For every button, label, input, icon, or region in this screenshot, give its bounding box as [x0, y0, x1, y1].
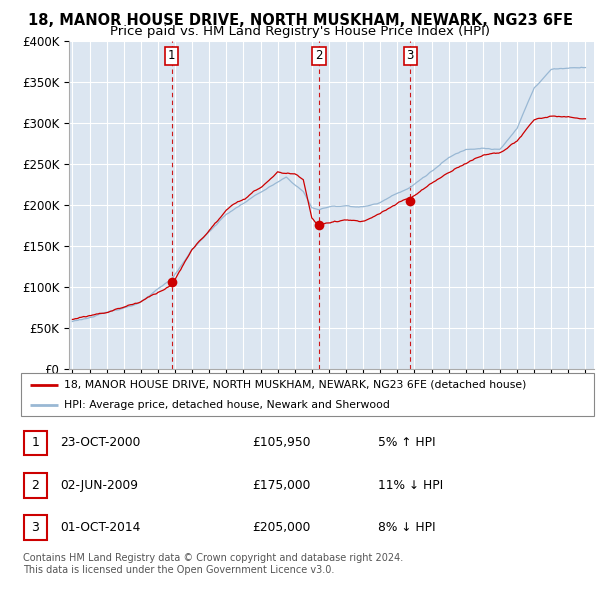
Text: Contains HM Land Registry data © Crown copyright and database right 2024.
This d: Contains HM Land Registry data © Crown c… [23, 553, 403, 575]
Text: 1: 1 [168, 50, 176, 63]
Text: 11% ↓ HPI: 11% ↓ HPI [378, 478, 443, 492]
Text: HPI: Average price, detached house, Newark and Sherwood: HPI: Average price, detached house, Newa… [64, 401, 390, 410]
Text: £175,000: £175,000 [252, 478, 310, 492]
Text: 5% ↑ HPI: 5% ↑ HPI [378, 437, 436, 450]
Text: 1: 1 [31, 437, 40, 450]
Text: 18, MANOR HOUSE DRIVE, NORTH MUSKHAM, NEWARK, NG23 6FE: 18, MANOR HOUSE DRIVE, NORTH MUSKHAM, NE… [28, 13, 572, 28]
Text: £205,000: £205,000 [252, 521, 310, 534]
Text: 23-OCT-2000: 23-OCT-2000 [60, 437, 140, 450]
Text: Price paid vs. HM Land Registry's House Price Index (HPI): Price paid vs. HM Land Registry's House … [110, 25, 490, 38]
Text: 02-JUN-2009: 02-JUN-2009 [60, 478, 138, 492]
FancyBboxPatch shape [24, 473, 47, 497]
Text: 3: 3 [406, 50, 414, 63]
Text: 8% ↓ HPI: 8% ↓ HPI [378, 521, 436, 534]
FancyBboxPatch shape [24, 431, 47, 455]
Text: 2: 2 [31, 478, 40, 492]
FancyBboxPatch shape [21, 373, 594, 416]
Text: 01-OCT-2014: 01-OCT-2014 [60, 521, 140, 534]
Text: 2: 2 [315, 50, 323, 63]
FancyBboxPatch shape [24, 515, 47, 540]
Text: £105,950: £105,950 [252, 437, 311, 450]
Text: 18, MANOR HOUSE DRIVE, NORTH MUSKHAM, NEWARK, NG23 6FE (detached house): 18, MANOR HOUSE DRIVE, NORTH MUSKHAM, NE… [64, 380, 526, 390]
Text: 3: 3 [31, 521, 40, 534]
